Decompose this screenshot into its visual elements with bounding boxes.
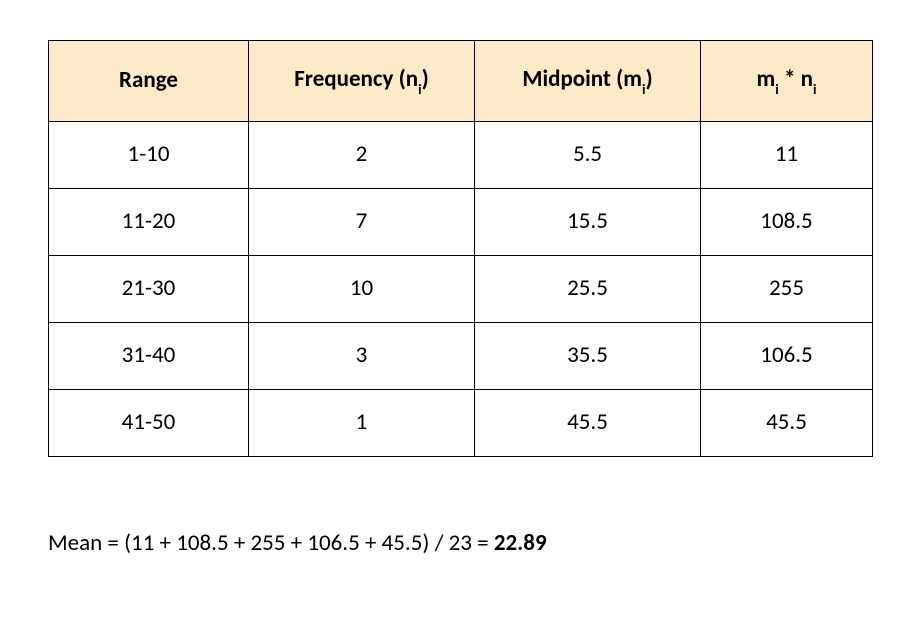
table-header-row: Range Frequency (ni) Midpoint (mi) mi * …	[49, 41, 873, 122]
mean-line: Mean = (11 + 108.5 + 255 + 106.5 + 45.5)…	[48, 529, 872, 557]
cell-range: 41-50	[49, 390, 249, 457]
frequency-table: Range Frequency (ni) Midpoint (mi) mi * …	[48, 40, 873, 457]
cell-frequency: 2	[249, 122, 475, 189]
cell-midpoint: 5.5	[475, 122, 701, 189]
table-body: 1-1025.51111-20715.5108.521-301025.52553…	[49, 122, 873, 457]
cell-frequency: 7	[249, 189, 475, 256]
cell-midpoint: 45.5	[475, 390, 701, 457]
cell-midpoint: 35.5	[475, 323, 701, 390]
cell-product: 255	[701, 256, 873, 323]
col-header-product: mi * ni	[701, 41, 873, 122]
cell-frequency: 3	[249, 323, 475, 390]
mean-result: 22.89	[494, 529, 547, 557]
cell-product: 108.5	[701, 189, 873, 256]
table-row: 21-301025.5255	[49, 256, 873, 323]
cell-range: 11-20	[49, 189, 249, 256]
table-row: 11-20715.5108.5	[49, 189, 873, 256]
cell-product: 45.5	[701, 390, 873, 457]
table-row: 41-50145.545.5	[49, 390, 873, 457]
cell-product: 11	[701, 122, 873, 189]
cell-range: 21-30	[49, 256, 249, 323]
table-row: 31-40335.5106.5	[49, 323, 873, 390]
cell-product: 106.5	[701, 323, 873, 390]
table-row: 1-1025.511	[49, 122, 873, 189]
cell-frequency: 10	[249, 256, 475, 323]
col-header-frequency: Frequency (ni)	[249, 41, 475, 122]
col-header-midpoint: Midpoint (mi)	[475, 41, 701, 122]
cell-range: 31-40	[49, 323, 249, 390]
page: Range Frequency (ni) Midpoint (mi) mi * …	[0, 0, 920, 627]
cell-range: 1-10	[49, 122, 249, 189]
col-header-range: Range	[49, 41, 249, 122]
cell-midpoint: 15.5	[475, 189, 701, 256]
cell-frequency: 1	[249, 390, 475, 457]
cell-midpoint: 25.5	[475, 256, 701, 323]
mean-expression: Mean = (11 + 108.5 + 255 + 106.5 + 45.5)…	[48, 529, 494, 557]
